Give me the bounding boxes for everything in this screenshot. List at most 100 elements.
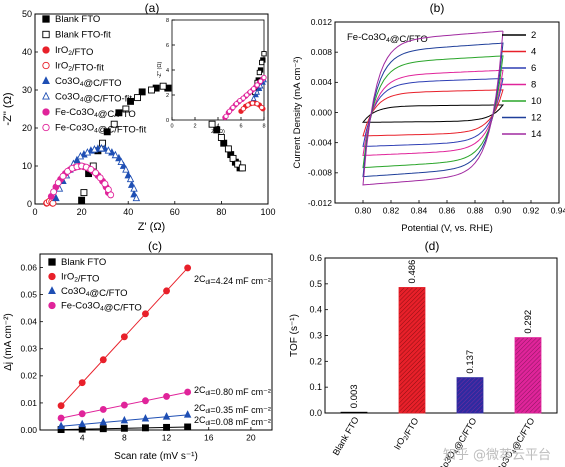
panel-b-cv-14	[362, 30, 504, 186]
y-tick-label: 0.01	[20, 398, 37, 408]
panel-c-legend-label: Blank FTO	[61, 257, 106, 268]
panel-a-inset-point-7	[240, 106, 246, 112]
panel-a-point-1	[224, 145, 232, 153]
label-part: Fe-Co3	[61, 301, 93, 312]
panel-b-legend-label: 12	[531, 113, 542, 124]
label-part: 0.1	[309, 382, 322, 392]
panel-a-inset-point-3	[254, 88, 261, 95]
panel-a-legend-marker	[42, 30, 50, 39]
label-part: 14	[531, 129, 542, 140]
label-part: /FTO	[72, 47, 93, 58]
label-part: Blank FTO	[55, 14, 100, 25]
y-tick-label: 0.004	[311, 77, 333, 87]
label-part: dl	[205, 420, 210, 427]
panel-b-cv-10	[362, 55, 504, 169]
y-tick-label: 0.000	[311, 107, 333, 117]
label-part: @C/FTO-fit	[84, 94, 133, 105]
panel-d-value-label-2: 0.137	[465, 350, 476, 374]
panel-a-inset-ylabel: -Z'' (Ω)	[157, 62, 163, 79]
label-part: =0.35 mF cm	[210, 405, 263, 415]
panel-a-point-5	[132, 193, 141, 202]
panel-c-point-3	[120, 401, 128, 409]
label-part: 4	[94, 112, 98, 119]
panel-a-xlabel: Z' (Ω)	[138, 221, 165, 233]
label-part: Scan rate (mV s	[114, 451, 186, 462]
panel-d-bar-1	[398, 287, 426, 414]
panel-a-inset-point-1	[259, 59, 265, 66]
label-part: (b)	[430, 1, 445, 15]
panel-c-point-0	[163, 423, 170, 431]
panel-a-point-7	[101, 180, 109, 188]
label-part: O	[87, 107, 94, 118]
x-tick-label: 0.82	[383, 206, 400, 216]
label-part: /FTO-fit	[72, 63, 104, 74]
panel-a-inset-point-5	[247, 89, 253, 95]
label-part: 2C	[194, 415, 206, 425]
x-tick-label: 60	[170, 207, 180, 217]
panel-c-point-2	[141, 414, 150, 422]
panel-letter-d: (d)	[425, 239, 440, 253]
panel-a-point-0	[78, 196, 86, 204]
panel-b-cv-6	[362, 78, 504, 147]
panel-c-point-2	[78, 419, 86, 428]
label-part: ⁻²	[263, 405, 271, 415]
label-part: ⁻²	[263, 387, 271, 397]
panel-d-ylabel: TOF (s⁻¹)	[289, 314, 300, 357]
panel-b-legend-label: 6	[531, 63, 536, 74]
label-part: =0.80 mF cm	[210, 387, 263, 397]
label-part: 4	[80, 81, 84, 88]
label-part: 0.5	[309, 279, 322, 289]
panel-b-xlabel: Potential (V, vs. RHE)	[401, 223, 493, 234]
label-part: Co3	[437, 455, 454, 467]
y-tick-label: 40	[22, 47, 32, 57]
y-tick-label: 0.1	[309, 382, 322, 392]
label-part: 0	[166, 118, 169, 124]
x-tick-label: 6	[239, 124, 242, 130]
label-part: 0.6	[309, 253, 322, 263]
label-part: 0.88	[467, 206, 484, 216]
label-part: 0	[27, 199, 32, 209]
label-part: 4	[100, 306, 104, 313]
label-part: (c)	[148, 239, 162, 253]
panel-c-legend-marker	[48, 272, 56, 281]
label-part: -0.004	[308, 138, 332, 148]
label-part: 0.04	[20, 317, 37, 327]
label-part: -0.012	[308, 198, 332, 208]
y-tick-label: -0.012	[308, 198, 332, 208]
y-tick-label: 0.02	[20, 371, 37, 381]
panel-d-category-label-1: IrO2/FTO	[392, 415, 421, 453]
x-tick-label: 20	[77, 207, 87, 217]
label-part: 8	[122, 433, 127, 443]
label-part: Potential (V, vs. RHE)	[401, 223, 493, 234]
y-tick-label: -0.008	[308, 168, 332, 178]
label-part: 20	[246, 433, 256, 443]
y-tick-label: 0.2	[309, 356, 322, 366]
label-part: Ir	[392, 442, 403, 452]
y-tick-label: 0.03	[20, 344, 37, 354]
label-part: 0.292	[523, 310, 534, 334]
label-part: 12	[162, 433, 172, 443]
y-tick-label: 6	[166, 43, 169, 49]
panel-a-legend-label: IrO2/FTO-fit	[55, 61, 104, 74]
panel-c-point-3	[78, 410, 86, 418]
panel-a-inset-point-5	[240, 95, 246, 101]
panel-a-legend-label: Blank FTO-fit	[55, 30, 111, 41]
label-part: 0	[170, 124, 173, 130]
label-part: 4	[166, 68, 169, 74]
panel-c-point-1	[57, 402, 65, 410]
y-tick-label: 0.00	[20, 425, 37, 435]
y-tick-label: 0.6	[309, 253, 322, 263]
label-part: @C/FTO	[104, 303, 142, 314]
label-part: 0.03	[20, 344, 37, 354]
panel-a-axes	[34, 13, 269, 205]
panel-c-point-1	[120, 333, 128, 341]
panel-b: (b) 0.80 0.82 0.84 0.86 0.88 0.90 0.92 0.94 -0.01…	[292, 1, 565, 234]
panel-d-bar-0	[340, 411, 368, 414]
panel-c-annotation-0: 2Cdl=0.08 mF cm⁻²	[194, 415, 271, 427]
label-part: 0	[32, 207, 37, 217]
label-part: 6	[166, 43, 169, 49]
panel-c-annotation-2: 2Cdl=0.35 mF cm⁻²	[194, 403, 271, 415]
panel-a-legend-marker	[42, 46, 50, 54]
label-part: 0.84	[411, 206, 428, 216]
label-part: @C/FTO	[390, 34, 428, 45]
